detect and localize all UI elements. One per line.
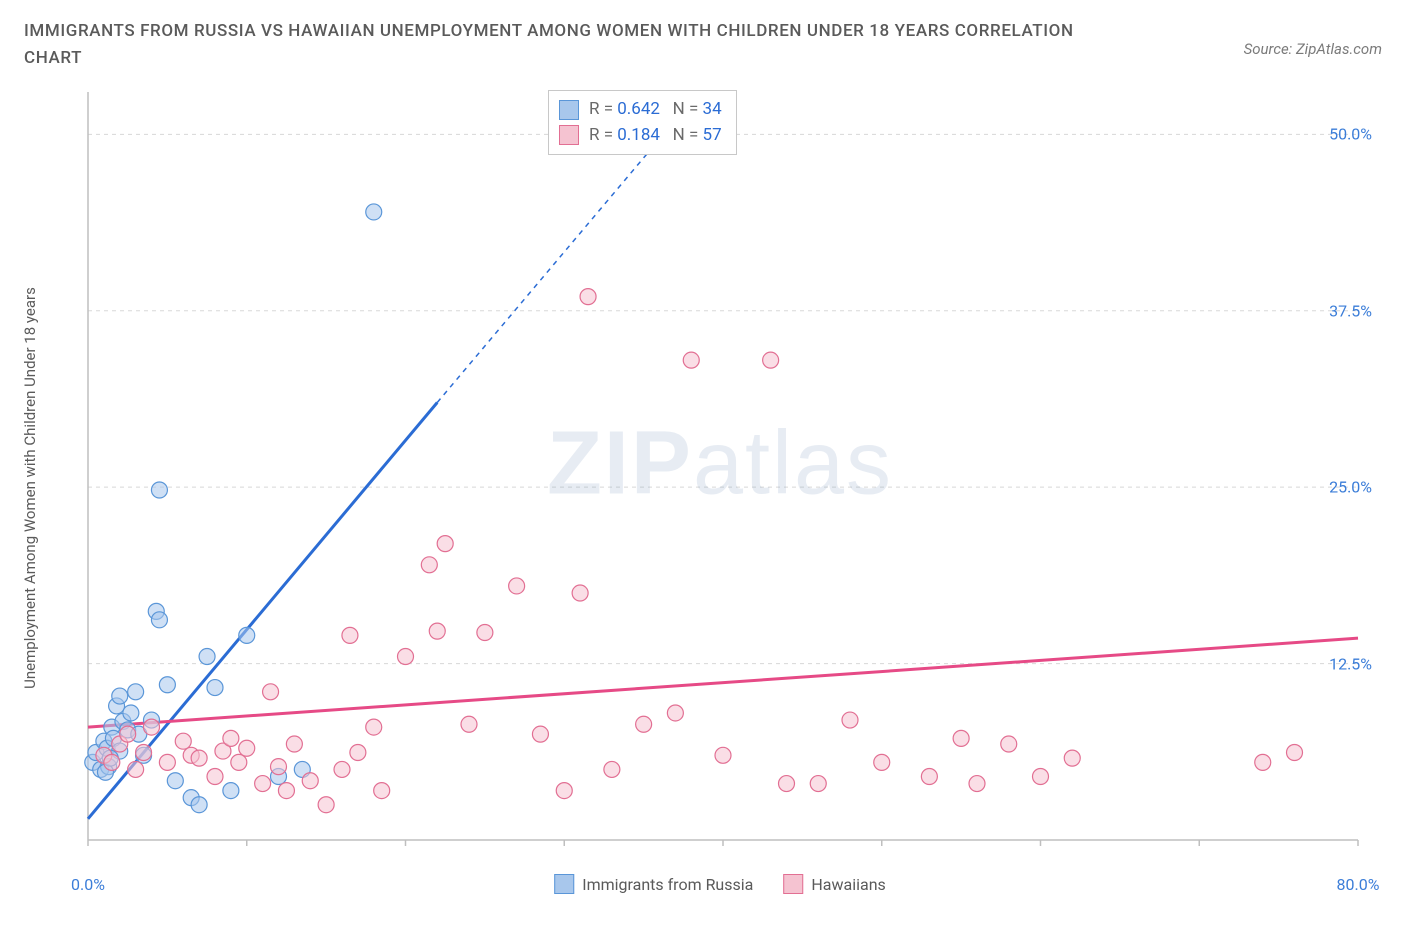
y-tick-label: 37.5%	[1329, 301, 1372, 320]
y-tick-label: 25.0%	[1329, 478, 1372, 497]
y-axis-label: Unemployment Among Women with Children U…	[21, 287, 39, 689]
y-tick-label: 12.5%	[1329, 654, 1372, 673]
x-tick-label: 0.0%	[71, 875, 105, 894]
correlation-stats-box: R = 0.642 N = 34R = 0.184 N = 57	[548, 90, 737, 155]
source-label: Source: ZipAtlas.com	[1244, 40, 1382, 58]
legend-item: Immigrants from Russia	[554, 874, 753, 894]
chart-area: Unemployment Among Women with Children U…	[60, 92, 1380, 866]
series-swatch	[559, 100, 579, 120]
legend-label: Hawaiians	[811, 875, 885, 894]
legend: Immigrants from Russia Hawaiians	[554, 874, 886, 894]
stats-row: R = 0.642 N = 34	[559, 97, 722, 123]
x-tick-label: 80.0%	[1337, 875, 1380, 894]
y-tick-label: 50.0%	[1329, 125, 1372, 144]
stats-row: R = 0.184 N = 57	[559, 123, 722, 149]
series-swatch	[559, 125, 579, 145]
scatter-plot	[60, 92, 1380, 866]
legend-label: Immigrants from Russia	[582, 875, 753, 894]
legend-item: Hawaiians	[783, 874, 885, 894]
chart-title: IMMIGRANTS FROM RUSSIA VS HAWAIIAN UNEMP…	[24, 18, 1124, 72]
legend-swatch	[554, 874, 574, 894]
legend-swatch	[783, 874, 803, 894]
